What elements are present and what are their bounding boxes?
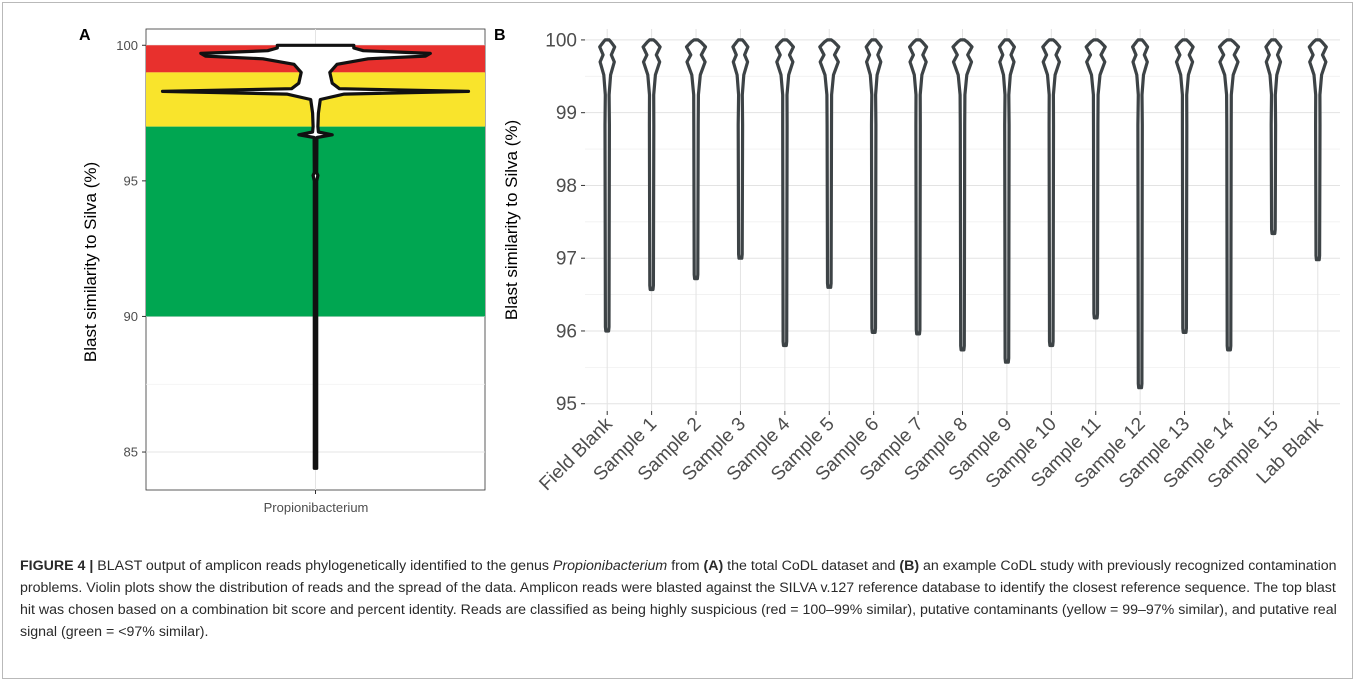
caption-label-b: (B) <box>899 558 920 574</box>
panel-b-violin-12 <box>1084 38 1107 320</box>
panel-a-y-tick-label: 90 <box>124 309 138 324</box>
figure-caption: FIGURE 4 | BLAST output of amplicon read… <box>20 555 1340 643</box>
panel-b-violin-6 <box>818 38 841 289</box>
panel-b-violin-10 <box>997 38 1016 364</box>
caption-label-a: (A) <box>703 558 724 574</box>
panel-b-violin-9 <box>951 38 974 352</box>
panel-b-y-tick-label: 95 <box>556 394 577 415</box>
caption-text-1: BLAST output of amplicon reads phylogene… <box>93 558 553 574</box>
panel-a-x-tick-label: Propionibacterium <box>264 500 369 515</box>
panel-b-y-tick-label: 96 <box>556 321 577 342</box>
caption-genus: Propionibacterium <box>552 558 668 574</box>
panel-b-violins <box>598 38 1328 390</box>
panel-a-y-ticks: 85 90 95 100 <box>116 38 316 494</box>
panel-b-violin-15 <box>1217 38 1241 352</box>
panel-b-y-axis-title: Blast similarity to Silva (%) <box>502 120 521 320</box>
panel-a-letter: A <box>79 27 91 44</box>
panel-b-violin-14 <box>1174 38 1195 334</box>
panel-b-y-ticks: 95 96 97 98 99 100 <box>545 30 585 415</box>
panel-a-violin <box>160 43 471 470</box>
panel-a-y-tick-label: 95 <box>124 173 138 188</box>
panel-b-violin-8 <box>908 38 929 336</box>
panel-b-y-tick-label: 97 <box>556 249 577 270</box>
panel-b-violin-3 <box>684 38 708 281</box>
panel-a: A 85 90 95 100 Blast similarity to Silva (%… <box>79 27 486 515</box>
panel-a-y-axis-title: Blast similarity to Silva (%) <box>81 162 100 362</box>
panel-b-y-tick-label: 99 <box>556 103 577 124</box>
panel-b-violin-1 <box>598 38 617 333</box>
panel-a-y-tick-label: 100 <box>116 38 138 53</box>
panel-b-violin-4 <box>731 38 750 260</box>
caption-text-3: the total CoDL dataset and <box>723 558 900 574</box>
panel-b-violin-11 <box>1041 38 1062 348</box>
panel-b-violin-5 <box>774 38 795 348</box>
caption-text-4: an example CoDL study with previously re… <box>20 558 1337 640</box>
panel-b-violin-7 <box>864 38 883 334</box>
panel-b-letter: B <box>494 27 506 44</box>
panel-b-violin-16 <box>1264 38 1283 236</box>
panel-b-violin-13 <box>1131 38 1150 390</box>
panel-b-violin-17 <box>1307 38 1328 262</box>
panel-a-y-tick-label: 85 <box>124 445 138 460</box>
panel-b-y-tick-label: 100 <box>545 30 577 51</box>
caption-text-2: from <box>667 558 704 574</box>
panel-b-y-tick-label: 98 <box>556 176 577 197</box>
caption-figure-label: FIGURE 4 | <box>20 558 94 574</box>
panel-b-violin-2 <box>641 38 662 292</box>
